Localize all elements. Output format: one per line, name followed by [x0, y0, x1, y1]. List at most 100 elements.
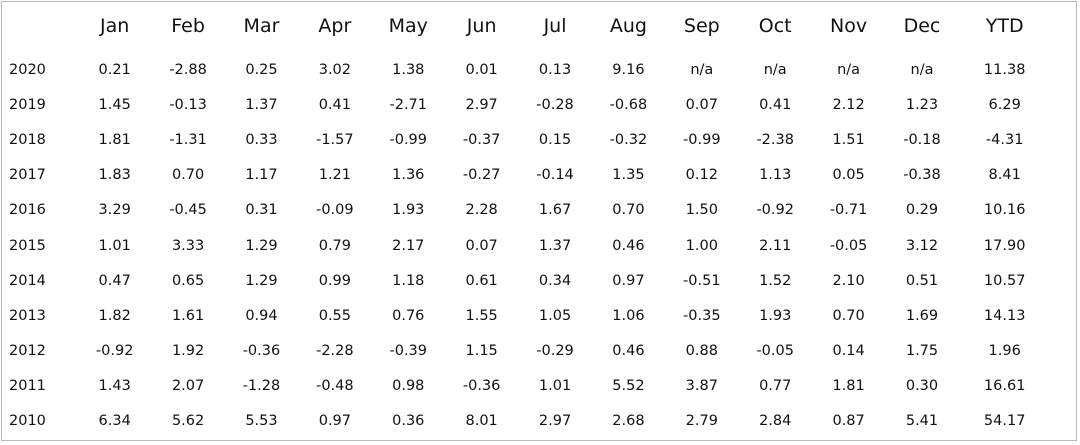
- year-cell: 2011: [9, 378, 46, 395]
- value-cell: 3.33: [171, 237, 205, 254]
- value-cell: 1.75: [905, 343, 939, 360]
- value-cell: -2.38: [756, 131, 794, 148]
- header-cell-nov: Nov: [830, 15, 868, 37]
- table-row: 2016 3.29 -0.45 0.31 -0.09 1.93 2.28 1.67 0.70 1.…: [0, 193, 1051, 228]
- value-cell: 1.18: [392, 272, 425, 289]
- value-cell: 0.30: [905, 378, 939, 395]
- value-cell: 17.90: [983, 237, 1026, 254]
- value-cell: 0.41: [759, 96, 792, 113]
- value-cell: -0.27: [462, 167, 501, 184]
- value-cell: 1.43: [98, 378, 131, 395]
- value-cell: 0.51: [905, 272, 939, 289]
- value-cell: -0.39: [389, 343, 428, 360]
- value-cell: 1.82: [98, 307, 131, 324]
- value-cell: 1.69: [905, 307, 939, 324]
- table-row: 2020 0.21 -2.88 0.25 3.02 1.38 0.01 0.13 9.16 n/a…: [0, 52, 1051, 87]
- value-cell: n/a: [910, 61, 934, 78]
- value-cell: 1.36: [392, 167, 425, 184]
- value-cell: -1.31: [169, 131, 207, 148]
- header-cell-mar: Mar: [243, 15, 280, 37]
- value-cell: 0.70: [171, 167, 205, 184]
- header-cell-ytd: YTD: [985, 15, 1024, 37]
- value-cell: -0.38: [903, 167, 941, 184]
- value-cell: 5.52: [612, 378, 645, 395]
- value-cell: 9.16: [612, 61, 645, 78]
- value-cell: 16.61: [983, 378, 1026, 395]
- value-cell: -0.92: [95, 343, 134, 360]
- value-cell: -0.51: [683, 272, 721, 289]
- value-cell: 6.34: [98, 413, 131, 430]
- value-cell: 11.38: [983, 61, 1026, 78]
- value-cell: 1.61: [171, 307, 205, 324]
- value-cell: 0.29: [905, 202, 939, 219]
- table-row: 2010 6.34 5.62 5.53 0.97 0.36 8.01 2.97 2.68 2.79…: [0, 404, 1051, 439]
- value-cell: -0.35: [683, 307, 721, 324]
- value-cell: -0.37: [462, 131, 501, 148]
- value-cell: 1.92: [171, 343, 205, 360]
- value-cell: 0.70: [832, 307, 865, 324]
- value-cell: 1.01: [538, 378, 572, 395]
- header-row: Jan Feb Mar Apr May Jun Jul Aug Sep Oct Nov Dec YTD: [0, 0, 1051, 52]
- value-cell: n/a: [837, 61, 861, 78]
- value-cell: 0.97: [612, 272, 645, 289]
- value-cell: 0.97: [318, 413, 352, 430]
- value-cell: -0.71: [829, 202, 868, 219]
- monthly-returns-table: Jan Feb Mar Apr May Jun Jul Aug Sep Oct Nov Dec YTD …: [0, 0, 1051, 439]
- value-cell: 0.07: [465, 237, 498, 254]
- value-cell: 2.97: [465, 96, 498, 113]
- value-cell: n/a: [763, 61, 787, 78]
- value-cell: 1.83: [98, 167, 131, 184]
- value-cell: 6.29: [988, 96, 1021, 113]
- value-cell: 0.34: [538, 272, 572, 289]
- value-cell: 1.52: [759, 272, 792, 289]
- value-cell: 1.13: [759, 167, 792, 184]
- value-cell: 1.38: [392, 61, 425, 78]
- value-cell: -0.99: [683, 131, 721, 148]
- value-cell: -0.92: [756, 202, 794, 219]
- table-row: 2013 1.82 1.61 0.94 0.55 0.76 1.55 1.05 1.06 -0.3…: [0, 298, 1051, 333]
- value-cell: 0.41: [318, 96, 352, 113]
- value-cell: 0.46: [612, 343, 645, 360]
- value-cell: 2.07: [171, 378, 205, 395]
- value-cell: -0.05: [756, 343, 794, 360]
- value-cell: -0.36: [462, 378, 501, 395]
- table-row: 2014 0.47 0.65 1.29 0.99 1.18 0.61 0.34 0.97 -0.5…: [0, 263, 1051, 298]
- value-cell: -0.45: [169, 202, 207, 219]
- value-cell: 1.21: [318, 167, 352, 184]
- value-cell: -0.28: [536, 96, 574, 113]
- value-cell: 0.01: [465, 61, 498, 78]
- value-cell: 3.29: [98, 202, 131, 219]
- year-cell: 2013: [9, 307, 46, 324]
- value-cell: 0.99: [318, 272, 352, 289]
- year-cell: 2017: [9, 167, 46, 184]
- header-cell-jun: Jun: [466, 15, 497, 37]
- value-cell: 5.62: [171, 413, 205, 430]
- table-row: 2018 1.81 -1.31 0.33 -1.57 -0.99 -0.37 0.15 -0.3…: [0, 122, 1051, 157]
- value-cell: 0.55: [318, 307, 352, 324]
- table-row: 2015 1.01 3.33 1.29 0.79 2.17 0.07 1.37 0.46 1.00…: [0, 228, 1051, 263]
- value-cell: 0.46: [612, 237, 645, 254]
- value-cell: 0.05: [832, 167, 865, 184]
- value-cell: 0.65: [171, 272, 205, 289]
- value-cell: 2.68: [612, 413, 645, 430]
- value-cell: 10.57: [983, 272, 1026, 289]
- table-row: 2012 -0.92 1.92 -0.36 -2.28 -0.39 1.15 -0.29 0.4…: [0, 334, 1051, 369]
- value-cell: 1.55: [465, 307, 498, 324]
- value-cell: 8.41: [988, 167, 1021, 184]
- value-cell: 1.06: [612, 307, 645, 324]
- value-cell: 3.87: [685, 378, 718, 395]
- value-cell: 0.94: [245, 307, 278, 324]
- value-cell: -2.71: [389, 96, 428, 113]
- year-cell: 2014: [9, 272, 46, 289]
- value-cell: -0.09: [316, 202, 354, 219]
- value-cell: 54.17: [983, 413, 1026, 430]
- value-cell: 2.28: [465, 202, 498, 219]
- header-cell-may: May: [388, 15, 428, 37]
- value-cell: 1.23: [905, 96, 939, 113]
- year-cell: 2012: [9, 343, 46, 360]
- value-cell: 1.01: [98, 237, 131, 254]
- value-cell: 1.37: [538, 237, 572, 254]
- value-cell: 0.70: [612, 202, 645, 219]
- value-cell: -4.31: [985, 131, 1024, 148]
- value-cell: 0.98: [392, 378, 425, 395]
